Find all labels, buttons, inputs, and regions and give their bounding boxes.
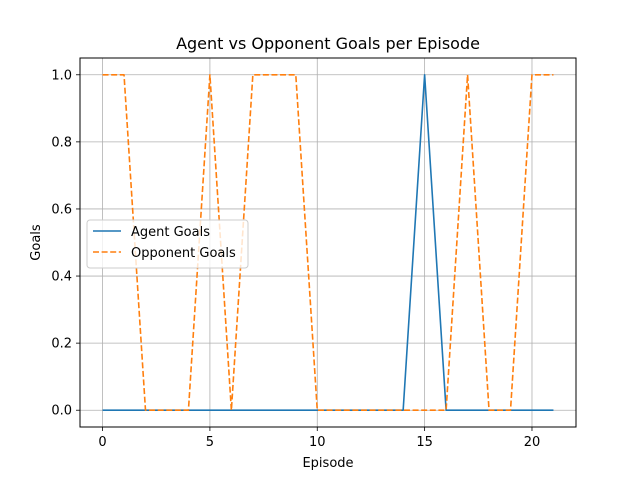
legend-label-agent-goals: Agent Goals [131, 225, 210, 240]
x-tick-label: 10 [309, 435, 326, 450]
y-tick-label: 0.6 [51, 202, 72, 217]
x-tick-label: 5 [206, 435, 214, 450]
y-tick-label: 1.0 [51, 68, 72, 83]
series-line-opponent-goals [102, 73, 554, 412]
legend-label-opponent-goals: Opponent Goals [131, 246, 236, 261]
legend-box [86, 219, 249, 269]
x-axis-label: Episode [302, 456, 353, 471]
plot-frame [79, 57, 577, 428]
y-axis-label: Goals [29, 224, 44, 261]
series-layer [102, 73, 554, 412]
chart-title: Agent vs Opponent Goals per Episode [176, 34, 480, 53]
legend: Agent Goals Opponent Goals [86, 219, 249, 269]
x-ticks: 0 5 10 15 20 [98, 427, 540, 450]
x-tick-label: 15 [416, 435, 433, 450]
y-tick-label: 0.4 [51, 270, 72, 285]
x-tick-label: 0 [98, 435, 106, 450]
y-tick-label: 0.2 [51, 337, 72, 352]
y-tick-label: 0.8 [51, 135, 72, 150]
x-tick-label: 20 [524, 435, 541, 450]
y-tick-label: 0.0 [51, 404, 72, 419]
y-ticks: 0.0 0.2 0.4 0.6 0.8 1.0 [51, 68, 80, 419]
